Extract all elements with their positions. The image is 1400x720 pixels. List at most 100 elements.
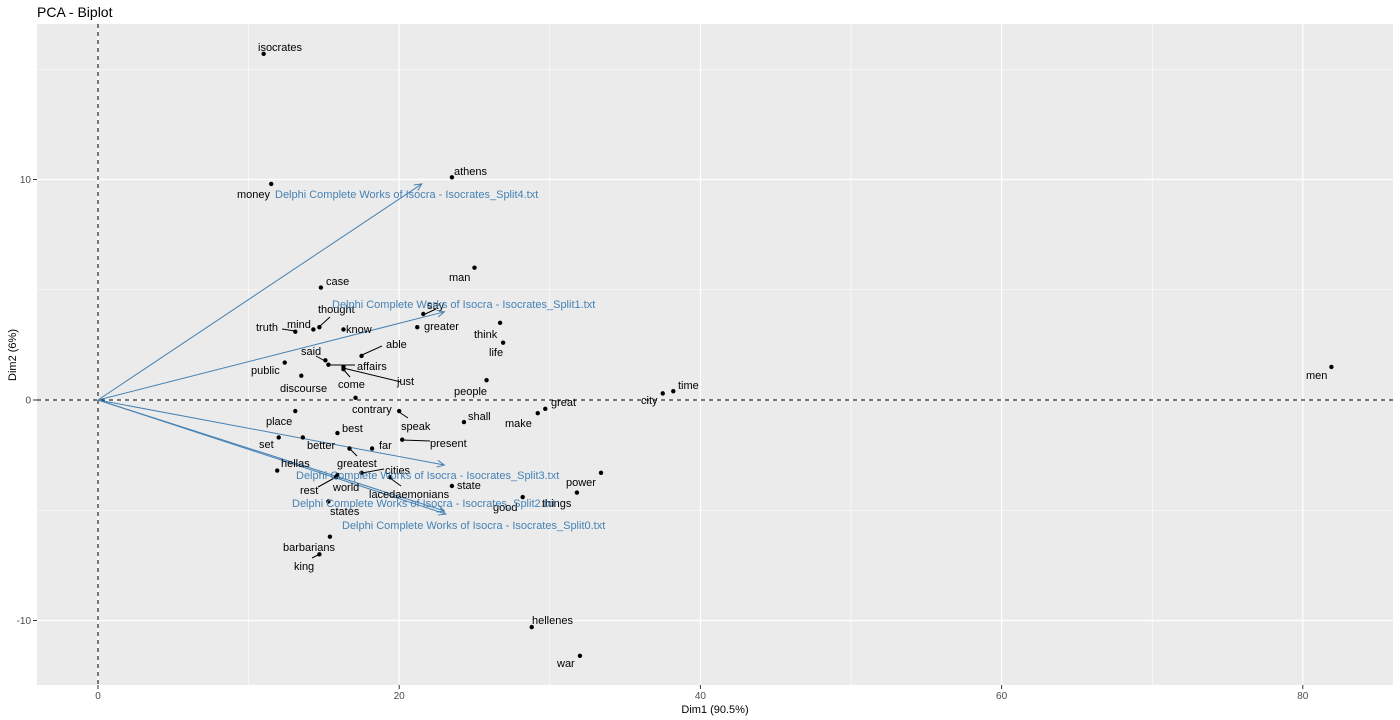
- point-things: [574, 490, 580, 495]
- label-life: life: [489, 347, 503, 359]
- variable-arrow: [97, 311, 445, 401]
- point-cities: [359, 470, 364, 475]
- point-public: [282, 360, 287, 365]
- variable-label: Delphi Complete Works of Isocra - Isocra…: [292, 498, 555, 510]
- point-affairs: [326, 362, 331, 367]
- point-speak: [397, 408, 402, 414]
- label-thought: thought: [318, 304, 355, 316]
- point-shall: [461, 419, 467, 425]
- label-better: better: [307, 440, 335, 452]
- y-tick-label: -10: [17, 616, 32, 627]
- point-make: [535, 411, 540, 416]
- label-states: states: [330, 506, 360, 518]
- label-present: present: [430, 438, 467, 450]
- variable-label: Delphi Complete Works of Isocra - Isocra…: [332, 299, 595, 311]
- variable-label: Delphi Complete Works of Isocra - Isocra…: [342, 520, 605, 532]
- point-men: [1329, 364, 1334, 370]
- point-time: [671, 388, 676, 394]
- variable-label: Delphi Complete Works of Isocra - Isocra…: [275, 189, 538, 201]
- point-better: [300, 435, 306, 440]
- point-athens: [449, 175, 455, 180]
- label-discourse: discourse: [280, 383, 327, 395]
- point-states: [326, 499, 331, 504]
- point-greater: [415, 325, 420, 330]
- label-good: good: [493, 502, 517, 514]
- label-said: said: [301, 346, 321, 358]
- label-come: come: [338, 379, 365, 391]
- label-make: make: [505, 418, 532, 430]
- label-think: think: [474, 329, 498, 341]
- point-think: [497, 320, 503, 326]
- label-lacedaemonians: lacedaemonians: [369, 489, 450, 501]
- label-set: set: [259, 439, 274, 451]
- label-world: world: [332, 482, 359, 494]
- label-great: great: [551, 397, 576, 409]
- point-place: [293, 408, 298, 414]
- label-able: able: [386, 339, 407, 351]
- variable-label: Delphi Complete Works of Isocra - Isocra…: [296, 470, 559, 482]
- label-hellenes: hellenes: [532, 615, 573, 627]
- point-power: [598, 470, 604, 475]
- label-king: king: [294, 561, 314, 573]
- arrow-head-icon: [437, 508, 447, 516]
- point-man: [472, 265, 477, 270]
- label-best: best: [342, 423, 363, 435]
- label-barbarians: barbarians: [283, 542, 335, 554]
- label-rest: rest: [300, 485, 318, 497]
- label-hellas: hellas: [281, 458, 310, 470]
- point-king: [317, 552, 322, 557]
- variable-arrow: [97, 399, 447, 515]
- point-great: [543, 406, 548, 412]
- individual-labels: isocrates athens money man case thought mindtr…: [237, 42, 1327, 670]
- x-tick-label: 20: [394, 691, 406, 702]
- label-greatest: greatest: [337, 458, 377, 470]
- x-tick-label: 60: [996, 691, 1008, 702]
- arrow-head-icon: [436, 459, 446, 468]
- point-case: [318, 285, 324, 290]
- label-war: war: [556, 658, 575, 670]
- point-rest: [333, 474, 339, 480]
- point-able: [359, 353, 364, 359]
- label-money: money: [237, 189, 271, 201]
- point-present: [400, 437, 405, 442]
- label-time: time: [678, 380, 699, 392]
- point-truth: [293, 329, 298, 334]
- label-case: case: [326, 276, 349, 288]
- label-contrary: contrary: [352, 404, 392, 416]
- point-city: [660, 391, 665, 396]
- x-tick-label: 0: [95, 691, 101, 702]
- x-axis-title: Dim1 (90.5%): [681, 704, 748, 716]
- point-set: [276, 435, 281, 440]
- axis-ticks: 0 20 40 60 80 -10 0 10: [17, 175, 1309, 702]
- individual-points: [261, 51, 1334, 658]
- point-isocrates: [261, 51, 266, 57]
- point-state: [449, 483, 455, 489]
- point-hellas: [275, 468, 280, 473]
- point-mind: [311, 327, 316, 332]
- label-far: far: [379, 440, 392, 452]
- label-man: man: [449, 272, 470, 284]
- variable-labels: Delphi Complete Works of Isocra - Isocra…: [275, 189, 605, 532]
- point-war: [577, 653, 583, 658]
- label-state: state: [457, 480, 481, 492]
- point-hellenes: [529, 624, 534, 630]
- label-speak: speak: [401, 421, 431, 433]
- point-life: [500, 340, 506, 345]
- point-barbarians: [327, 534, 333, 539]
- point-know: [341, 327, 346, 332]
- label-people: people: [454, 386, 487, 398]
- point-just: [341, 364, 346, 370]
- label-athens: athens: [454, 166, 488, 178]
- variable-arrows: [97, 183, 447, 516]
- label-affairs: affairs: [357, 361, 387, 373]
- variable-arrow: [97, 399, 445, 466]
- point-thought: [317, 325, 322, 330]
- point-say: [421, 311, 426, 317]
- label-cities: cities: [385, 465, 411, 477]
- plot-panel: [37, 24, 1393, 685]
- label-public: public: [251, 365, 280, 377]
- point-people: [484, 377, 489, 383]
- point-lacedaemonians: [387, 474, 393, 480]
- label-say: say: [427, 300, 445, 312]
- point-best: [335, 430, 340, 436]
